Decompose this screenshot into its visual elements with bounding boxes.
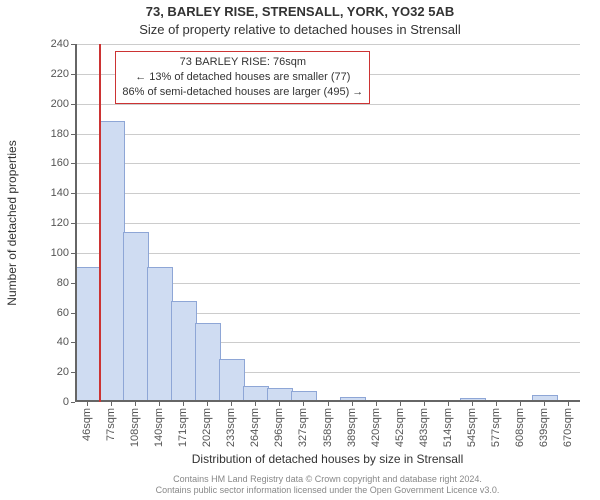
histogram-bar [123, 232, 149, 402]
ytick-label: 40 [57, 336, 69, 348]
xtick-mark [472, 402, 473, 406]
annotation-line1: 73 BARLEY RISE: 76sqm [122, 55, 363, 70]
xtick-mark [111, 402, 112, 406]
xtick-mark [352, 402, 353, 406]
histogram-bar [219, 359, 245, 402]
xtick-mark [183, 402, 184, 406]
xtick-label: 577sqm [490, 408, 502, 447]
histogram-bar [147, 267, 173, 402]
xtick-label: 202sqm [201, 408, 213, 447]
xtick-mark [135, 402, 136, 406]
gridline [75, 44, 580, 45]
ytick-label: 20 [57, 366, 69, 378]
xtick-label: 296sqm [273, 408, 285, 447]
xtick-label: 171sqm [177, 408, 189, 447]
gridline [75, 134, 580, 135]
xtick-mark [328, 402, 329, 406]
xtick-label: 670sqm [562, 408, 574, 447]
chart-title-line1: 73, BARLEY RISE, STRENSALL, YORK, YO32 5… [0, 4, 600, 19]
gridline [75, 163, 580, 164]
xtick-mark [159, 402, 160, 406]
xtick-label: 140sqm [153, 408, 165, 447]
x-axis [75, 400, 580, 402]
xtick-label: 327sqm [297, 408, 309, 447]
annotation-line3: 86% of semi-detached houses are larger (… [122, 85, 363, 100]
xtick-label: 108sqm [129, 408, 141, 447]
xtick-label: 608sqm [514, 408, 526, 447]
xtick-label: 514sqm [442, 408, 454, 447]
chart-title-line2: Size of property relative to detached ho… [0, 22, 600, 37]
annotation-line2: ← 13% of detached houses are smaller (77… [122, 70, 363, 85]
ytick-label: 240 [51, 38, 69, 50]
xtick-label: 264sqm [249, 408, 261, 447]
xtick-mark [568, 402, 569, 406]
ytick-label: 100 [51, 247, 69, 259]
xtick-mark [376, 402, 377, 406]
xtick-label: 420sqm [370, 408, 382, 447]
x-axis-label: Distribution of detached houses by size … [75, 452, 580, 466]
ytick-label: 60 [57, 307, 69, 319]
ytick-label: 220 [51, 68, 69, 80]
xtick-label: 452sqm [394, 408, 406, 447]
ytick-label: 160 [51, 157, 69, 169]
xtick-mark [207, 402, 208, 406]
xtick-label: 77sqm [105, 408, 117, 441]
gridline [75, 104, 580, 105]
xtick-mark [400, 402, 401, 406]
histogram-bar [171, 301, 197, 402]
xtick-mark [424, 402, 425, 406]
xtick-mark [231, 402, 232, 406]
ytick-label: 120 [51, 217, 69, 229]
plot-area: 02040608010012014016018020022024046sqm77… [75, 44, 580, 402]
xtick-mark [544, 402, 545, 406]
xtick-mark [496, 402, 497, 406]
xtick-label: 545sqm [466, 408, 478, 447]
chart-container: 73, BARLEY RISE, STRENSALL, YORK, YO32 5… [0, 0, 600, 500]
ytick-label: 180 [51, 128, 69, 140]
ytick-label: 80 [57, 277, 69, 289]
gridline [75, 193, 580, 194]
xtick-mark [520, 402, 521, 406]
xtick-label: 389sqm [346, 408, 358, 447]
xtick-mark [303, 402, 304, 406]
ytick-mark [71, 402, 75, 403]
xtick-mark [255, 402, 256, 406]
y-axis-label: Number of detached properties [5, 140, 19, 305]
y-axis [75, 44, 77, 402]
ytick-label: 200 [51, 98, 69, 110]
footnote: Contains HM Land Registry data © Crown c… [75, 474, 580, 497]
annotation-box: 73 BARLEY RISE: 76sqm← 13% of detached h… [115, 51, 370, 104]
xtick-mark [279, 402, 280, 406]
histogram-bar [75, 267, 101, 402]
histogram-bar [195, 323, 221, 402]
footnote-line1: Contains HM Land Registry data © Crown c… [75, 474, 580, 485]
footnote-line2: Contains public sector information licen… [75, 485, 580, 496]
gridline [75, 253, 580, 254]
property-marker-line [99, 44, 101, 402]
xtick-label: 46sqm [81, 408, 93, 441]
xtick-label: 358sqm [322, 408, 334, 447]
xtick-label: 233sqm [225, 408, 237, 447]
xtick-mark [448, 402, 449, 406]
xtick-label: 483sqm [418, 408, 430, 447]
ytick-label: 140 [51, 187, 69, 199]
histogram-bar [99, 121, 125, 402]
ytick-label: 0 [63, 396, 69, 408]
xtick-label: 639sqm [538, 408, 550, 447]
xtick-mark [87, 402, 88, 406]
gridline [75, 223, 580, 224]
